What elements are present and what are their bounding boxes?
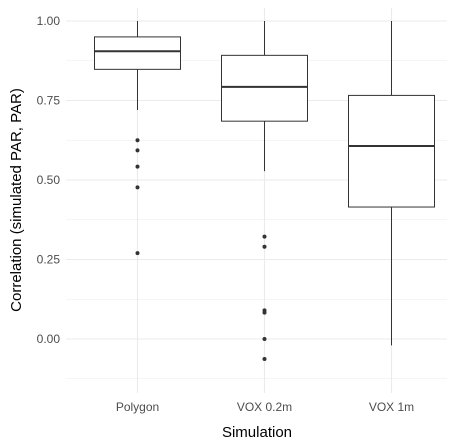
x-tick-label: Polygon bbox=[116, 400, 159, 414]
box-group bbox=[94, 21, 181, 256]
box-iqr bbox=[94, 36, 181, 70]
x-axis-ticks: Polygon VOX 0.2m VOX 1m bbox=[116, 400, 414, 414]
x-axis-title: Simulation bbox=[222, 424, 292, 441]
outlier-point bbox=[135, 251, 140, 256]
box-group bbox=[221, 21, 308, 362]
box-iqr bbox=[221, 54, 308, 122]
outlier-point bbox=[262, 234, 267, 239]
y-axis-title: Correlation (simulated PAR, PAR) bbox=[8, 88, 25, 312]
box-group bbox=[348, 21, 435, 346]
outlier-point bbox=[135, 138, 140, 143]
x-tick-label: VOX 1m bbox=[369, 400, 414, 414]
outlier-point bbox=[135, 164, 140, 169]
outlier-point bbox=[262, 310, 267, 315]
minor-gridlines bbox=[66, 60, 447, 380]
y-tick-label: 0.00 bbox=[37, 332, 61, 346]
x-tick-label: VOX 0.2m bbox=[237, 400, 292, 414]
y-axis-ticks: 0.00 0.25 0.50 0.75 1.00 bbox=[37, 14, 61, 346]
outlier-point bbox=[262, 244, 267, 249]
outlier-point bbox=[262, 357, 267, 362]
box-iqr bbox=[348, 94, 435, 208]
y-tick-label: 0.25 bbox=[37, 253, 61, 267]
y-tick-label: 0.50 bbox=[37, 173, 61, 187]
outlier-point bbox=[262, 337, 267, 341]
box-series bbox=[94, 21, 435, 362]
y-tick-label: 0.75 bbox=[37, 94, 61, 108]
y-tick-label: 1.00 bbox=[37, 14, 61, 28]
outlier-point bbox=[135, 185, 140, 190]
outlier-point bbox=[135, 148, 140, 153]
